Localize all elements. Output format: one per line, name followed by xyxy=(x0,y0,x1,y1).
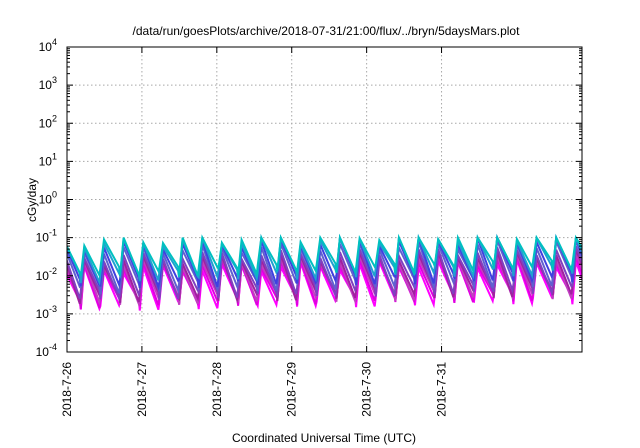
y-tick-exponent: 3 xyxy=(52,75,57,85)
x-tick-label: 2018-7-30 xyxy=(360,362,374,417)
y-tick-base: 10 xyxy=(36,269,50,283)
y-tick-label: 10-3 xyxy=(36,304,57,321)
y-tick-label: 100 xyxy=(39,190,57,207)
y-tick-label: 102 xyxy=(39,113,57,130)
series-line xyxy=(67,233,582,279)
y-tick-exponent: -2 xyxy=(49,266,57,276)
x-tick-label: 2018-7-26 xyxy=(60,362,74,417)
y-tick-base: 10 xyxy=(36,345,50,359)
y-tick-exponent: 1 xyxy=(52,151,57,161)
y-tick-base: 10 xyxy=(39,116,53,130)
y-tick-base: 10 xyxy=(39,78,53,92)
y-tick-label: 10-4 xyxy=(36,342,57,359)
y-tick-base: 10 xyxy=(39,154,53,168)
y-tick-exponent: -4 xyxy=(49,342,57,352)
y-tick-base: 10 xyxy=(36,307,50,321)
y-tick-base: 10 xyxy=(36,231,50,245)
y-axis-title: cGy/day xyxy=(25,178,39,222)
x-axis-title: Coordinated Universal Time (UTC) xyxy=(232,431,416,445)
y-tick-label: 10-1 xyxy=(36,228,57,245)
series-group xyxy=(67,233,582,312)
y-tick-exponent: 2 xyxy=(52,113,57,123)
y-tick-exponent: 4 xyxy=(52,37,57,47)
y-tick-exponent: -3 xyxy=(49,304,57,314)
x-tick-label: 2018-7-29 xyxy=(285,362,299,417)
plot-area xyxy=(66,46,583,353)
chart-title: /data/run/goesPlots/archive/2018-07-31/2… xyxy=(133,24,521,38)
y-tick-label: 104 xyxy=(39,37,57,54)
y-tick-label: 101 xyxy=(39,151,57,168)
y-tick-label: 103 xyxy=(39,75,57,92)
x-tick-label: 2018-7-28 xyxy=(210,362,224,417)
y-tick-base: 10 xyxy=(39,40,53,54)
y-tick-base: 10 xyxy=(39,193,53,207)
y-tick-label: 10-2 xyxy=(36,266,57,283)
y-tick-exponent: 0 xyxy=(52,190,57,200)
y-tick-exponent: -1 xyxy=(49,228,57,238)
x-axis: 2018-7-26 2018-7-27 2018-7-28 2018-7-29 2018… xyxy=(60,47,449,417)
x-tick-label: 2018-7-27 xyxy=(135,362,149,417)
x-tick-label: 2018-7-31 xyxy=(435,362,449,417)
